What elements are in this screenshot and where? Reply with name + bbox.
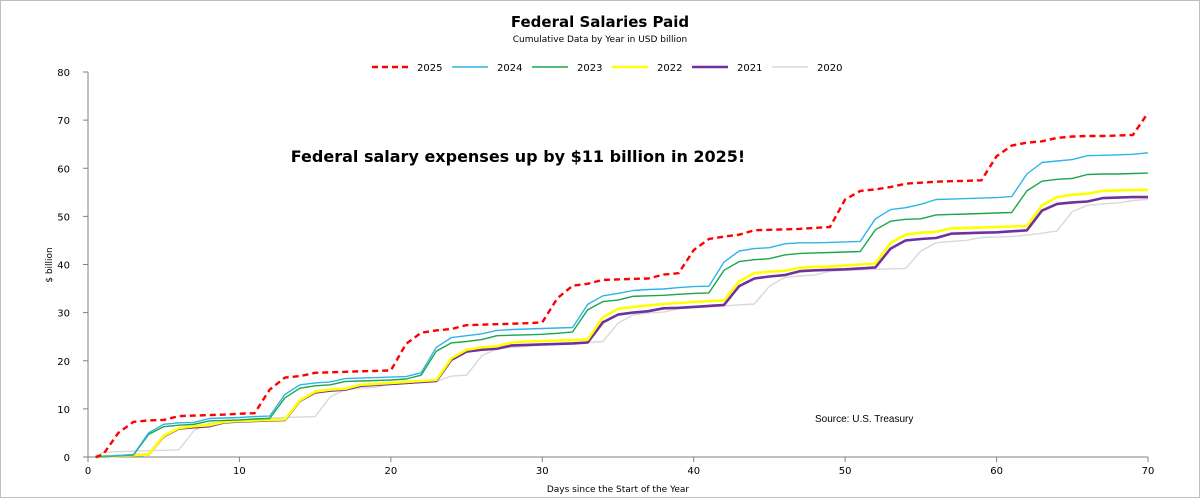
- x-tick-label: 20: [384, 466, 397, 477]
- legend-label-2022: 2022: [657, 63, 682, 74]
- y-tick-label: 0: [64, 453, 70, 464]
- y-tick-label: 30: [57, 309, 70, 320]
- series-lines: [95, 112, 1149, 459]
- y-tick-label: 80: [57, 68, 70, 79]
- y-tick-label: 10: [57, 405, 70, 416]
- y-axis-label: $ billion: [45, 247, 55, 283]
- series-line-2023: [95, 172, 1149, 458]
- y-tick-label: 70: [57, 116, 70, 127]
- source-text: Source: U.S. Treasury: [815, 414, 913, 425]
- legend-label-2023: 2023: [577, 63, 602, 74]
- x-axis: 0 10 20 30 40 50 60 70: [85, 456, 1155, 477]
- x-tick-label: 70: [1142, 466, 1155, 477]
- series-line-2025: [95, 112, 1149, 459]
- legend-label-2021: 2021: [737, 63, 762, 74]
- x-tick-label: 50: [839, 466, 852, 477]
- legend-label-2020: 2020: [817, 63, 842, 74]
- x-tick-label: 60: [990, 466, 1003, 477]
- y-tick-label: 20: [57, 357, 70, 368]
- chart-subtitle: Cumulative Data by Year in USD billion: [513, 35, 687, 45]
- annotation-text: Federal salary expenses up by $11 billio…: [291, 147, 745, 166]
- y-tick-label: 50: [57, 212, 70, 223]
- legend-label-2025: 2025: [417, 63, 442, 74]
- x-tick-label: 30: [536, 466, 549, 477]
- y-tick-label: 60: [57, 164, 70, 175]
- chart-title: Federal Salaries Paid: [511, 13, 689, 31]
- legend: 2025 2024 2023 2022 2021 2020: [372, 63, 842, 74]
- series-line-2024: [95, 152, 1149, 458]
- y-tick-label: 40: [57, 261, 70, 272]
- legend-label-2024: 2024: [497, 63, 522, 74]
- x-tick-label: 40: [687, 466, 700, 477]
- x-axis-label: Days since the Start of the Year: [547, 485, 690, 495]
- x-tick-label: 0: [85, 466, 91, 477]
- y-axis: 0 10 20 30 40 50 60 70 80: [57, 68, 89, 464]
- x-tick-label: 10: [233, 466, 246, 477]
- series-line-2022: [95, 188, 1148, 459]
